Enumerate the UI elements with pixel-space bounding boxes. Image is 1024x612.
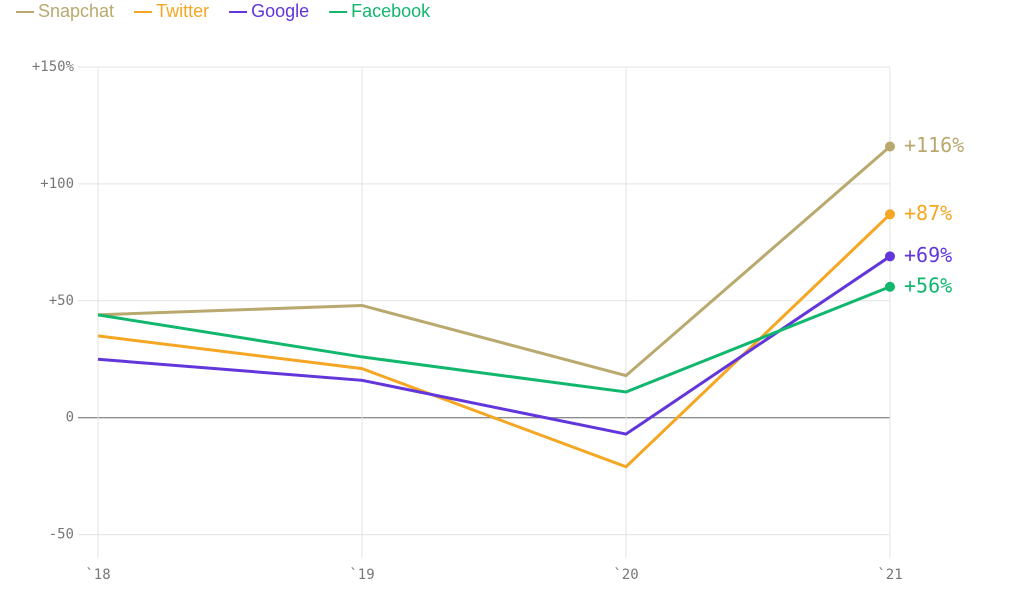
legend-label: Twitter — [156, 1, 209, 21]
value-label: +69% — [904, 243, 952, 267]
y-tick-label: +100 — [40, 176, 74, 192]
x-tick-label: `19 — [349, 567, 374, 583]
end-point — [885, 141, 895, 152]
x-tick-label: `21 — [877, 567, 902, 583]
value-label: +87% — [904, 201, 952, 225]
legend-label: Facebook — [351, 1, 431, 21]
series-line — [97, 255, 891, 436]
x-tick-label: `18 — [85, 567, 110, 583]
end-point — [885, 251, 895, 262]
y-tick-label: +50 — [49, 293, 74, 309]
end-point — [885, 281, 895, 292]
series-line — [97, 145, 891, 378]
y-tick-label: -50 — [49, 527, 74, 543]
legend-label: Snapchat — [38, 1, 114, 21]
series-line — [97, 285, 891, 394]
y-tick-label: 0 — [66, 410, 74, 426]
end-point — [885, 209, 895, 220]
x-tick-label: `20 — [613, 567, 638, 583]
y-tick-label: +150% — [32, 59, 75, 75]
legend-label: Google — [251, 1, 309, 21]
value-label: +116% — [904, 133, 964, 157]
value-label: +56% — [904, 273, 952, 297]
